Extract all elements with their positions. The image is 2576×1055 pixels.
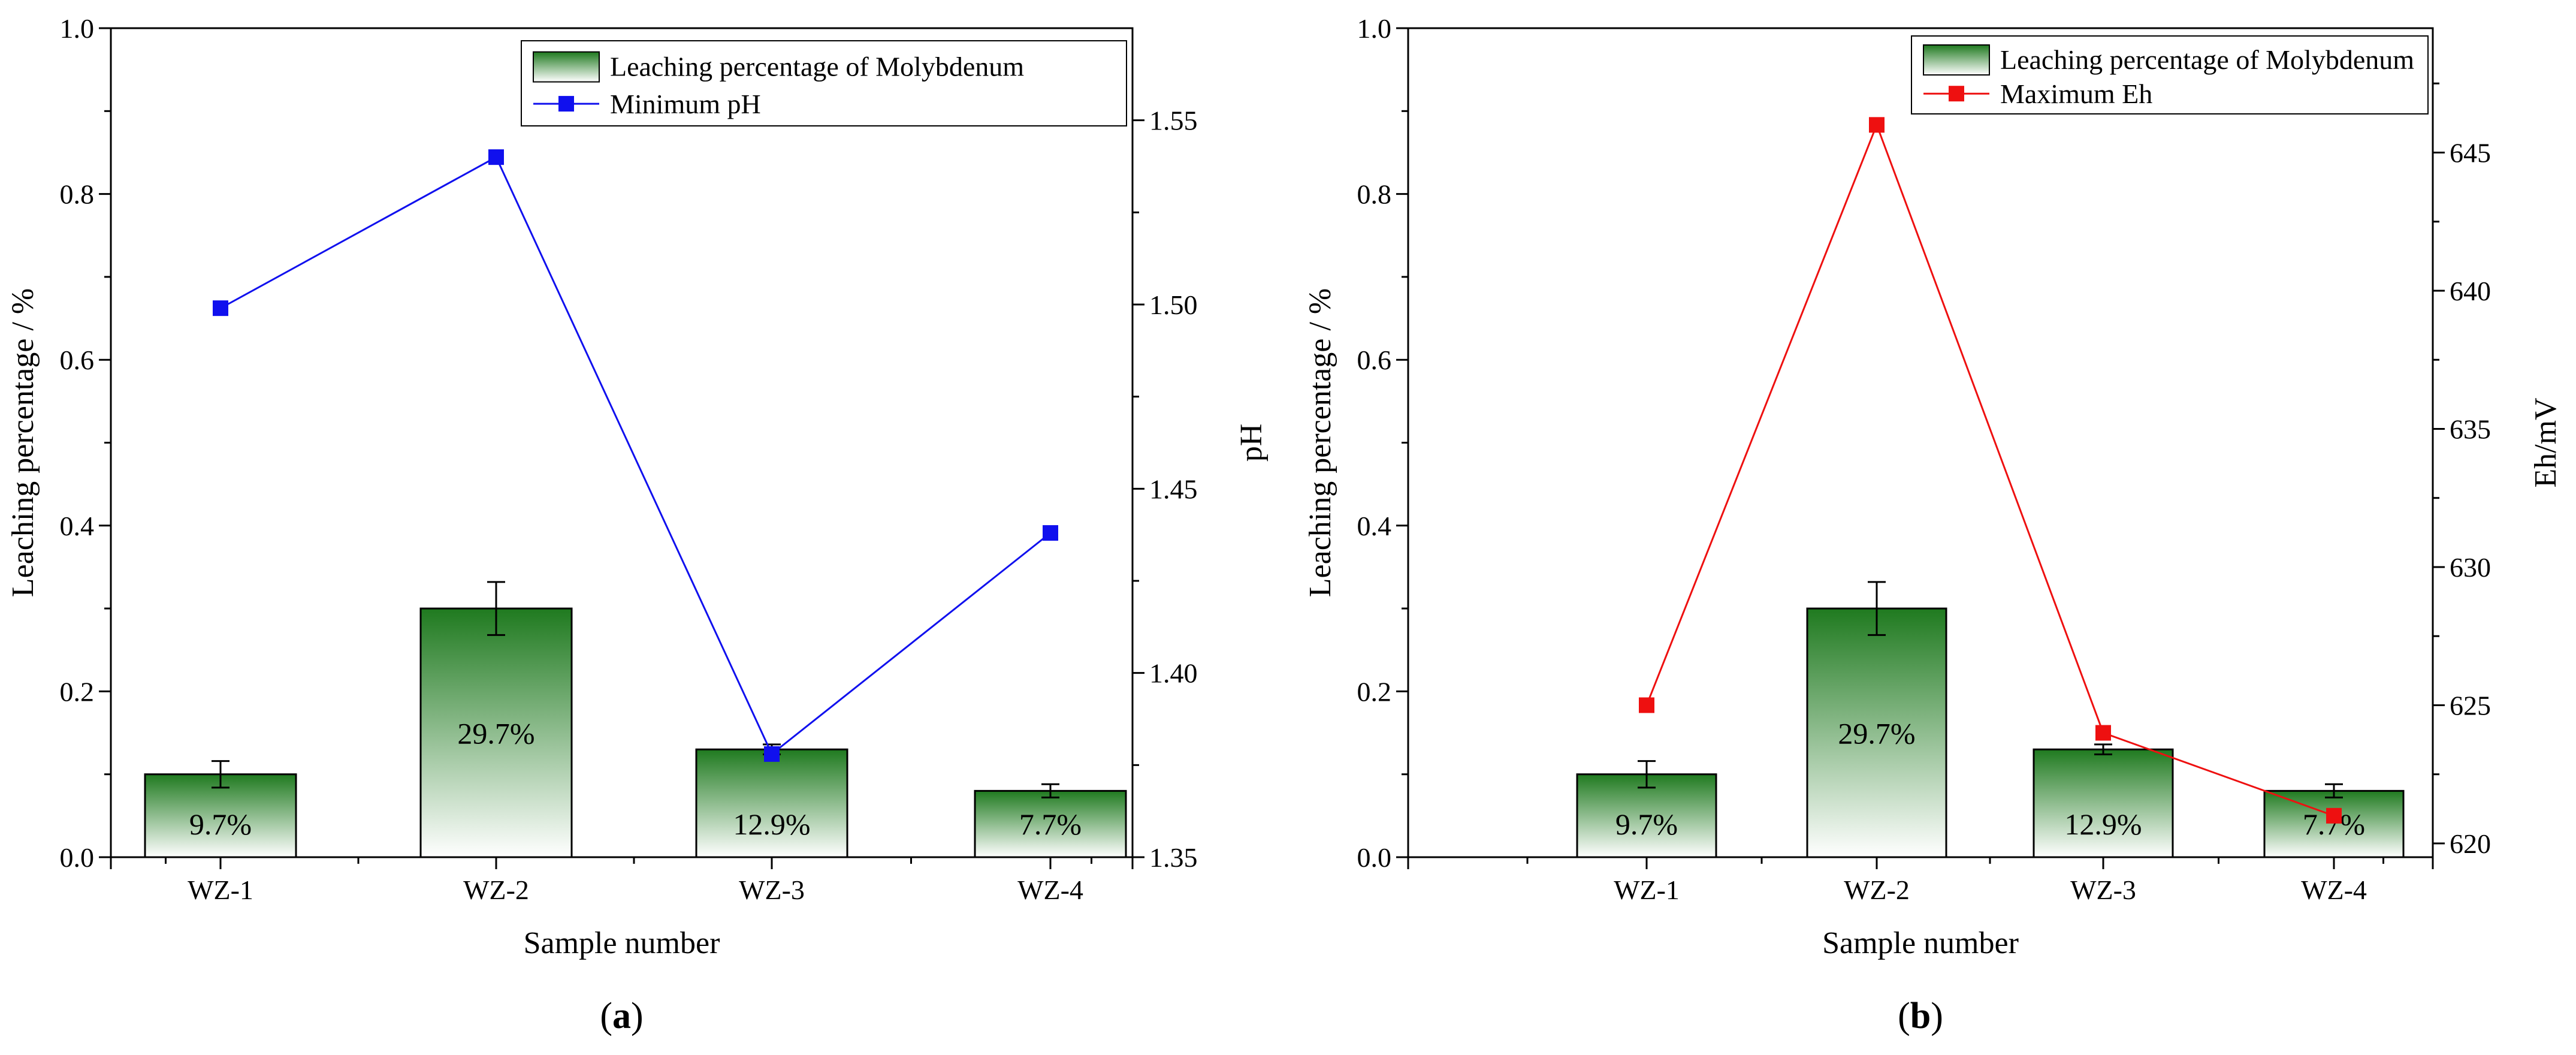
x-tick-label-wz-2: WZ-2 bbox=[1844, 875, 1910, 905]
x-tick-label-wz-3: WZ-3 bbox=[739, 875, 805, 905]
legend-line-marker bbox=[558, 96, 574, 112]
plot-frame bbox=[110, 27, 1134, 858]
bar-value-label: 7.7% bbox=[1019, 807, 1082, 841]
legend-box bbox=[521, 40, 1127, 126]
y-tick-label: 0.6 bbox=[1357, 345, 1392, 375]
y-tick-label: 0.6 bbox=[60, 345, 95, 375]
panel-b-chart: 9.7%29.7%12.9% 7.7%0.00.20.40.60.81.06206… bbox=[1303, 13, 2563, 1036]
line-point-wz-3 bbox=[764, 746, 780, 762]
bar-value-label: 9.7% bbox=[1615, 807, 1678, 841]
x-axis-title: Sample number bbox=[1822, 926, 2019, 960]
line-point-wz-3 bbox=[2095, 725, 2111, 741]
legend-line-label: Minimum pH bbox=[610, 89, 761, 119]
line-point-wz-2 bbox=[1869, 117, 1885, 133]
y-tick-label: 0.8 bbox=[1357, 179, 1392, 210]
legend-box bbox=[1911, 35, 2429, 114]
line-point-wz-2 bbox=[488, 149, 504, 165]
y2-tick-label: 645 bbox=[2450, 137, 2491, 168]
panel-a-chart: 9.7% 29.7% 12.9% 7.7% 0.0 0.2 0.4 0.6 0.8 1.0 1.35… bbox=[6, 13, 1269, 1036]
x-tick-label-wz-1: WZ-1 bbox=[1614, 875, 1680, 905]
y-axis-title: Leaching percentage / % bbox=[1303, 288, 1337, 597]
panel-label: (b) bbox=[1898, 996, 1943, 1036]
y2-tick-label: 1.40 bbox=[1149, 658, 1198, 689]
y-tick-label: 1.0 bbox=[1357, 13, 1392, 44]
y2-tick-label: 1.50 bbox=[1149, 290, 1198, 320]
y2-tick-label: 625 bbox=[2450, 690, 2491, 721]
x-tick-label-wz-3: WZ-3 bbox=[2070, 875, 2136, 905]
y-axis-title: Leaching percentage / % bbox=[6, 288, 40, 597]
y2-axis-title: pH bbox=[1234, 424, 1269, 462]
legend-line-label: Maximum Eh bbox=[2000, 79, 2152, 109]
bar-wz-3 bbox=[2033, 748, 2174, 858]
x-tick-label-wz-1: WZ-1 bbox=[188, 875, 253, 905]
bar-value-label: 12.9% bbox=[2064, 807, 2142, 841]
legend-bar-label: Leaching percentage of Molybdenum bbox=[2000, 44, 2414, 75]
x-tick-label-wz-4: WZ-4 bbox=[1017, 875, 1083, 905]
y-tick-label: 0.0 bbox=[60, 842, 95, 873]
line-point-wz-4 bbox=[2326, 807, 2342, 824]
y-tick-label: 0.4 bbox=[60, 511, 95, 541]
y-tick-label: 0.4 bbox=[1357, 511, 1392, 541]
line-minimum-ph bbox=[220, 156, 1051, 756]
y-tick-label: 1.0 bbox=[60, 13, 95, 44]
y2-tick-label: 1.55 bbox=[1149, 106, 1198, 136]
legend-bar-label: Leaching percentage of Molybdenum bbox=[610, 52, 1024, 82]
legend-bar-swatch bbox=[1923, 44, 1990, 76]
line-point-wz-4 bbox=[1043, 525, 1058, 541]
bar-value-label: 12.9% bbox=[733, 807, 810, 841]
bar-value-label: 29.7% bbox=[1838, 717, 1915, 750]
line-maximum-eh bbox=[1645, 122, 2335, 817]
legend-line-marker bbox=[1949, 86, 1964, 102]
line-point-wz-1 bbox=[1639, 697, 1654, 713]
legend-bar-swatch bbox=[533, 51, 600, 83]
y-tick-label: 0.2 bbox=[60, 676, 95, 707]
y-tick-label: 0.2 bbox=[1357, 676, 1392, 707]
y2-tick-label: 635 bbox=[2450, 414, 2491, 444]
x-tick-label-wz-4: WZ-4 bbox=[2301, 875, 2367, 905]
bar-wz-2 bbox=[1806, 607, 1947, 858]
y2-tick-label: 630 bbox=[2450, 552, 2491, 583]
y2-tick-label: 1.35 bbox=[1149, 842, 1198, 873]
y2-tick-label: 640 bbox=[2450, 276, 2491, 306]
bar-value-label: 9.7% bbox=[189, 807, 252, 841]
y-tick-label: 0.8 bbox=[60, 179, 95, 210]
y2-axis-title: Eh/mV bbox=[2529, 397, 2563, 487]
panel-label: (a) bbox=[600, 996, 643, 1036]
x-axis-title: Sample number bbox=[524, 926, 720, 960]
y-tick-label: 0.0 bbox=[1357, 842, 1392, 873]
line-point-wz-1 bbox=[213, 300, 228, 316]
bar-wz-3 bbox=[695, 748, 848, 858]
bar-value-label: 29.7% bbox=[457, 717, 534, 750]
y2-tick-label: 1.45 bbox=[1149, 474, 1198, 504]
y2-tick-label: 620 bbox=[2450, 828, 2491, 859]
x-tick-label-wz-2: WZ-2 bbox=[463, 875, 529, 905]
